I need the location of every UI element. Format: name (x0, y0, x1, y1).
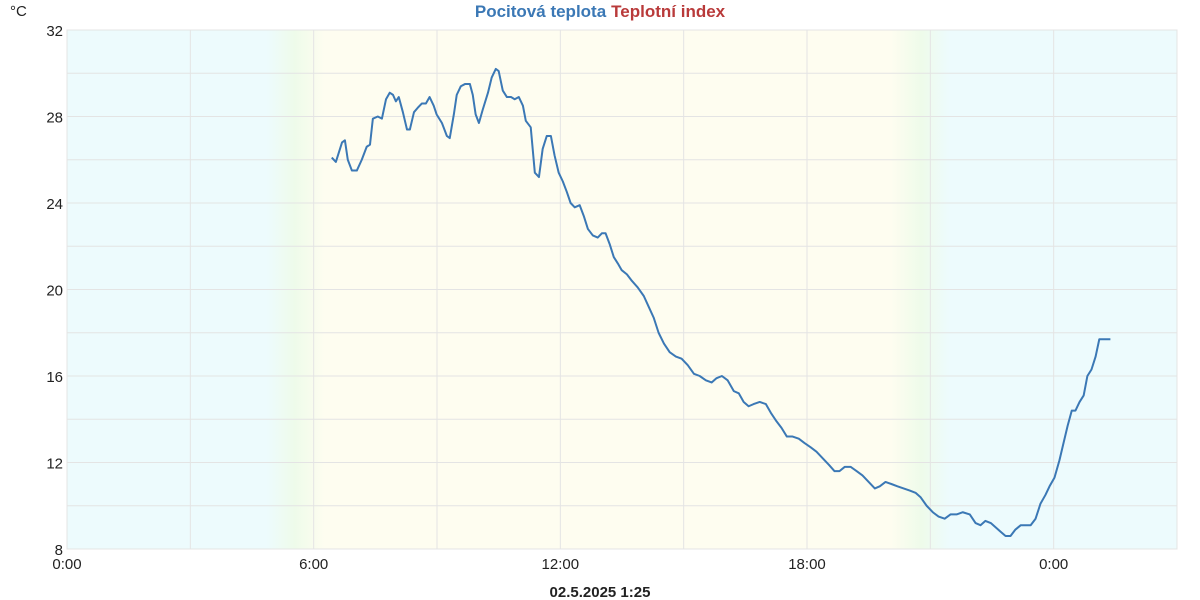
y-tick-label: 16 (46, 369, 63, 386)
y-tick-label: 28 (46, 109, 63, 126)
y-tick-label: 8 (55, 542, 63, 559)
x-tick-label: 0:00 (1039, 556, 1068, 573)
x-tick-label: 12:00 (542, 556, 580, 573)
x-tick-label: 0:00 (52, 556, 81, 573)
grid (66, 29, 1178, 550)
series-line (331, 67, 1111, 538)
x-axis-label: 02.5.2025 1:25 (550, 584, 651, 600)
y-tick-label: 12 (46, 455, 63, 472)
y-tick-label: 32 (46, 23, 63, 40)
labels: 8 12 16 20 24 28 32 0:00 6:00 12:00 18:00 0:00 (46, 23, 1068, 573)
legend-entry: Teplotní index (611, 2, 726, 21)
chart-title: Pocitová teplota Teplotní index (475, 2, 726, 21)
marks (331, 67, 1111, 538)
x-tick-label: 6:00 (299, 556, 328, 573)
x-tick-label: 18:00 (788, 556, 826, 573)
y-axis-unit: °C (10, 3, 27, 20)
legend-entry: Pocitová teplota (475, 2, 607, 21)
y-tick-label: 24 (46, 196, 63, 213)
y-tick-label: 20 (46, 282, 63, 299)
